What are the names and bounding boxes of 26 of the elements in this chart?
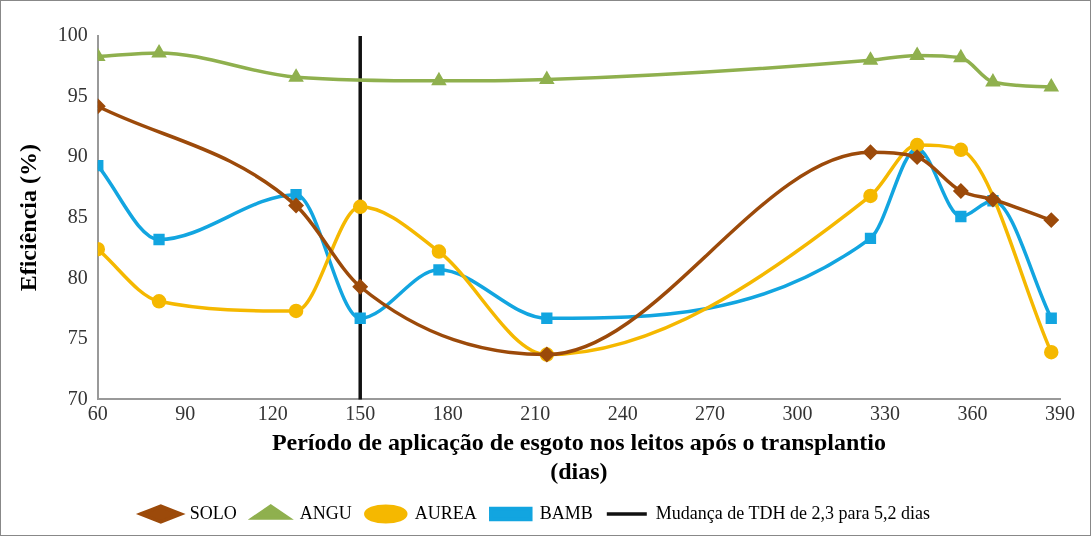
y-tick-label: 80 [67,265,88,288]
x-tick-label: 240 [607,401,638,424]
legend-label: ANGU [299,502,352,523]
legend-label: SOLO [189,502,237,523]
x-tick-label: 150 [345,401,376,424]
x-axis-title: Período de aplicação de esgoto nos leitos após o transplantio (dias) [271,429,886,484]
y-tick-label: 90 [67,144,88,167]
x-tick-label: 90 [175,401,196,424]
x-tick-label: 270 [695,401,726,424]
x-tick-label: 360 [957,401,988,424]
legend-label: AUREA [414,502,477,523]
y-tick-label: 85 [67,204,88,227]
x-tick-label: 300 [782,401,813,424]
y-axis-title: Eficiência (%) [14,144,41,292]
y-tick-label: 70 [67,386,88,409]
x-tick-label: 210 [520,401,551,424]
y-tick-label: 100 [57,23,88,46]
x-tick-label: 60 [87,401,108,424]
y-tick-label: 75 [67,326,88,349]
x-tick-label: 180 [432,401,463,424]
x-tick-label: 390 [1045,401,1075,424]
x-tick-label: 120 [257,401,288,424]
x-tick-label: 330 [870,401,901,424]
legend-label: BAMB [539,502,593,523]
y-tick-label: 95 [67,83,88,106]
legend-label: Mudança de TDH de 2,3 para 5,2 dias [655,502,930,523]
